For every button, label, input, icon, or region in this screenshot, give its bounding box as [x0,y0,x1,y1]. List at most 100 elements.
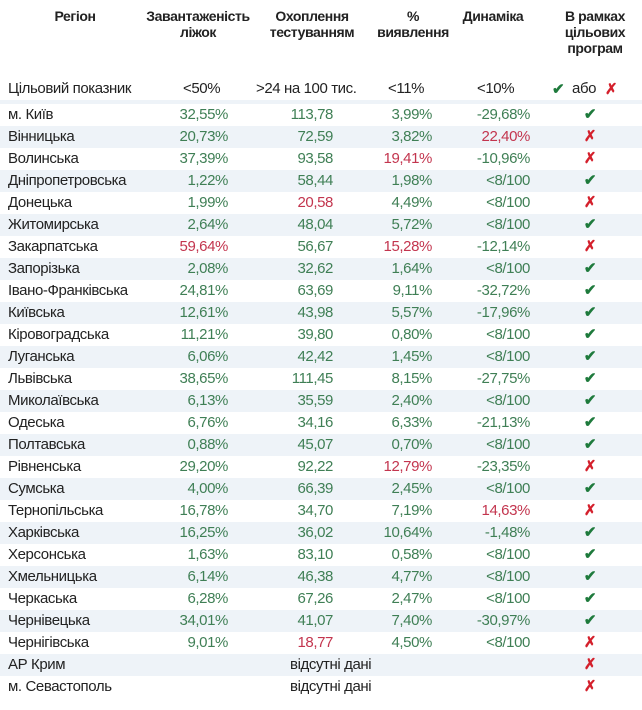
detection-value: 2,47% [391,590,432,607]
table-row: Рівненська 29,20% 92,22 12,79% -23,35% ✗ [0,456,642,478]
region-name: Чернівецька [8,612,90,629]
table-row: Миколаївська 6,13% 35,59 2,40% <8/100 ✔ [0,390,642,412]
beds-value: 6,76% [187,414,228,431]
table-row: Одеська 6,76% 34,16 6,33% -21,13% ✔ [0,412,642,434]
region-name: м. Севастополь [8,678,112,695]
testing-value: 45,07 [297,436,333,453]
dynamics-value: 22,40% [481,128,531,145]
cross-icon: ✗ [583,502,597,519]
region-name: Житомирська [8,216,99,233]
table-row: Хмельницька 6,14% 46,38 4,77% <8/100 ✔ [0,566,642,588]
dynamics-value: -23,35% [476,458,530,475]
detection-value: 5,57% [391,304,432,321]
region-name: Дніпропетровська [8,172,127,189]
beds-value: 16,78% [179,502,229,519]
detection-value: 9,11% [392,282,433,299]
testing-value: 56,67 [297,238,333,255]
beds-value: 1,22% [187,172,228,189]
region-name: АР Крим [8,656,66,673]
region-name: Черкаська [8,590,77,607]
detection-value: 6,33% [391,414,432,431]
testing-value: 93,58 [297,150,333,167]
check-icon: ✔ [583,282,597,299]
testing-value: 92,22 [297,458,333,475]
region-name: Полтавська [8,436,85,453]
detection-value: 3,82% [391,128,432,145]
detection-value: 4,49% [391,194,432,211]
region-name: Закарпатська [8,238,98,255]
header-dynamics: Динаміка [462,8,524,24]
testing-value: 43,98 [297,304,333,321]
detection-value: 7,19% [391,502,432,519]
dynamics-value: -30,97% [476,612,530,629]
dynamics-value: -10,96% [476,150,530,167]
no-data: відсутні дані [290,678,372,695]
check-icon: ✔ [583,326,597,343]
beds-value: 9,01% [187,634,228,651]
testing-value: 36,02 [297,524,333,541]
check-icon: ✔ [583,172,597,189]
table-row: Херсонська 1,63% 83,10 0,58% <8/100 ✔ [0,544,642,566]
beds-value: 0,88% [187,436,228,453]
region-name: Львівська [8,370,72,387]
region-name: Хмельницька [8,568,97,585]
table-row: Івано-Франківська 24,81% 63,69 9,11% -32,72%… [0,280,642,302]
beds-value: 6,06% [187,348,228,365]
table-row: Чернігівська 9,01% 18,77 4,50% <8/100 ✗ [0,632,642,654]
table-row: Чернівецька 34,01% 41,07 7,40% -30,97% ✔ [0,610,642,632]
check-icon: ✔ [583,524,597,541]
check-icon: ✔ [583,370,597,387]
dynamics-value: <8/100 [486,216,530,233]
table-row: Полтавська 0,88% 45,07 0,70% <8/100 ✔ [0,434,642,456]
dynamics-value: <8/100 [486,326,530,343]
dynamics-value: <8/100 [486,634,530,651]
header-programs: В рамках цільових програм [564,8,626,56]
beds-value: 16,25% [179,524,229,541]
testing-value: 72,59 [297,128,333,145]
region-name: Одеська [8,414,65,431]
table-row: Житомирська 2,64% 48,04 5,72% <8/100 ✔ [0,214,642,236]
cross-icon: ✗ [583,458,597,475]
detection-value: 0,58% [391,546,432,563]
check-icon: ✔ [583,216,597,233]
dynamics-value: -12,14% [476,238,530,255]
table-row: АР Крим відсутні дані ✗ [0,654,642,676]
detection-value: 5,72% [391,216,432,233]
detection-value: 0,70% [391,436,432,453]
table-row: Закарпатська 59,64% 56,67 15,28% -12,14% ✗ [0,236,642,258]
beds-value: 59,64% [179,238,229,255]
cross-icon: ✗ [605,81,618,98]
testing-value: 58,44 [297,172,333,189]
dynamics-value: <8/100 [486,568,530,585]
target-label: Цільовий показник [8,80,132,97]
table-row: Вінницька 20,73% 72,59 3,82% 22,40% ✗ [0,126,642,148]
region-name: Волинська [8,150,79,167]
testing-value: 35,59 [297,392,333,409]
detection-value: 4,77% [391,568,432,585]
testing-value: 20,58 [297,194,333,211]
region-name: Херсонська [8,546,86,563]
testing-value: 46,38 [297,568,333,585]
table-row: Тернопільська 16,78% 34,70 7,19% 14,63% ✗ [0,500,642,522]
table-row: Сумська 4,00% 66,39 2,45% <8/100 ✔ [0,478,642,500]
region-name: Кіровоградська [8,326,109,343]
beds-value: 34,01% [179,612,229,629]
testing-value: 67,26 [297,590,333,607]
check-icon: ✔ [583,106,597,123]
table-header: Регіон Завантаженість ліжок Охоплення тест… [0,0,642,78]
beds-value: 6,14% [187,568,228,585]
cross-icon: ✗ [583,678,597,695]
testing-value: 39,80 [297,326,333,343]
dynamics-value: <8/100 [486,348,530,365]
target-testing: >24 на 100 тис. [256,80,357,97]
detection-value: 4,50% [391,634,432,651]
region-name: Тернопільська [8,502,104,519]
detection-value: 2,40% [391,392,432,409]
detection-value: 15,28% [383,238,433,255]
beds-value: 38,65% [179,370,229,387]
detection-value: 12,79% [383,458,433,475]
detection-value: 3,99% [391,106,432,123]
dynamics-value: -29,68% [476,106,530,123]
testing-value: 42,42 [297,348,333,365]
cross-icon: ✗ [583,194,597,211]
